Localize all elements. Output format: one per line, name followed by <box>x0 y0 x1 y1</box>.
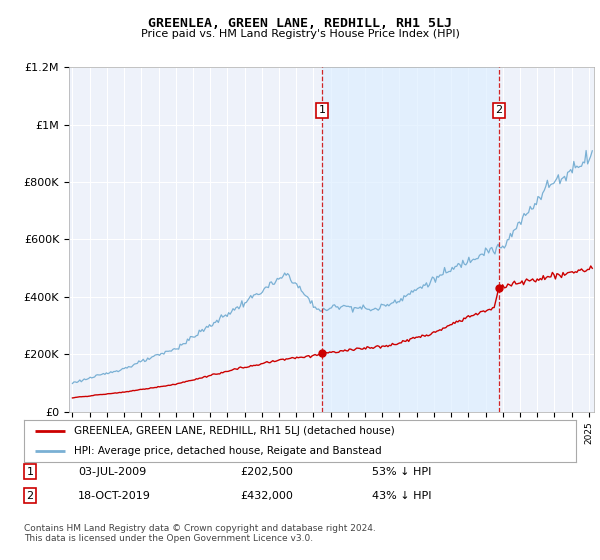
Bar <box>322 67 499 412</box>
Text: 53% ↓ HPI: 53% ↓ HPI <box>372 466 431 477</box>
Text: 2: 2 <box>496 105 503 115</box>
Text: £202,500: £202,500 <box>240 466 293 477</box>
Text: 18-OCT-2019: 18-OCT-2019 <box>78 491 151 501</box>
Text: £432,000: £432,000 <box>240 491 293 501</box>
Text: Price paid vs. HM Land Registry's House Price Index (HPI): Price paid vs. HM Land Registry's House … <box>140 29 460 39</box>
Text: 1: 1 <box>26 466 34 477</box>
Text: GREENLEA, GREEN LANE, REDHILL, RH1 5LJ: GREENLEA, GREEN LANE, REDHILL, RH1 5LJ <box>148 17 452 30</box>
Text: GREENLEA, GREEN LANE, REDHILL, RH1 5LJ (detached house): GREENLEA, GREEN LANE, REDHILL, RH1 5LJ (… <box>74 426 394 436</box>
Text: 43% ↓ HPI: 43% ↓ HPI <box>372 491 431 501</box>
Text: 03-JUL-2009: 03-JUL-2009 <box>78 466 146 477</box>
Text: 1: 1 <box>319 105 326 115</box>
Text: Contains HM Land Registry data © Crown copyright and database right 2024.
This d: Contains HM Land Registry data © Crown c… <box>24 524 376 543</box>
Text: 2: 2 <box>26 491 34 501</box>
Text: HPI: Average price, detached house, Reigate and Banstead: HPI: Average price, detached house, Reig… <box>74 446 382 456</box>
